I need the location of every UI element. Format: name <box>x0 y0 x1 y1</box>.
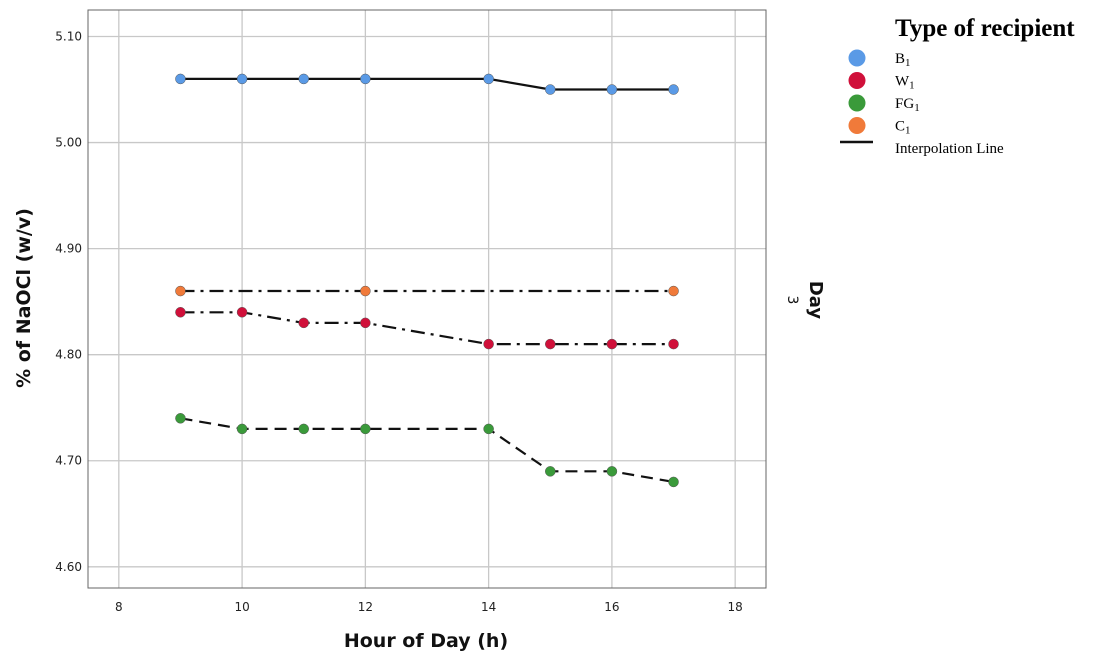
x-tick-label: 14 <box>481 600 496 614</box>
legend-marker-c <box>848 117 866 134</box>
x-tick-label: 10 <box>234 600 249 614</box>
data-point-w <box>236 307 248 318</box>
data-point-w <box>606 338 618 350</box>
legend-marker-b <box>848 49 866 67</box>
data-point-b <box>360 73 371 85</box>
data-point-fg <box>545 466 556 477</box>
interpolation-lines <box>180 77 674 483</box>
legend-marker-w <box>848 72 866 89</box>
data-point-fg <box>668 476 679 488</box>
y-tick-label: 4.90 <box>55 242 82 256</box>
interpolation-line-b <box>180 77 674 91</box>
data-point-w <box>175 307 186 318</box>
data-point-c <box>360 285 371 297</box>
data-point-fg <box>483 423 494 435</box>
data-point-b <box>175 73 186 85</box>
facet-strip: Day 3 <box>784 281 826 320</box>
axis-ticks: 8 10 12 14 16 18 4.60 4.70 4.80 4.90 5.00 5.10 <box>55 30 743 614</box>
y-tick-label: 4.60 <box>55 560 82 574</box>
data-point-c <box>668 285 679 297</box>
legend-label-b: B1 <box>895 51 911 69</box>
data-point-w <box>360 317 371 329</box>
data-point-fg <box>175 413 186 424</box>
legend: Type of recipient B1 W1 FG1 C1 Interpolation… <box>840 15 1075 157</box>
y-tick-label: 5.00 <box>55 136 82 150</box>
legend-label-c: C1 <box>895 119 911 137</box>
facet-value: 3 <box>784 296 800 305</box>
data-point-fg <box>298 423 309 435</box>
data-point-fg <box>606 466 618 477</box>
data-point-b <box>545 84 556 95</box>
interpolation-line-w <box>180 311 674 346</box>
y-tick-label: 4.80 <box>55 348 82 362</box>
interpolation-line-fg <box>180 417 674 483</box>
data-point-b <box>483 73 494 85</box>
x-tick-label: 8 <box>115 600 123 614</box>
x-tick-label: 18 <box>728 600 743 614</box>
facet-label: Day <box>805 281 826 320</box>
legend-label-fg: FG1 <box>895 96 920 114</box>
data-point-w <box>668 338 679 350</box>
legend-interpolation-label: Interpolation Line <box>895 141 1004 157</box>
data-points <box>175 73 679 488</box>
y-tick-label: 5.10 <box>55 30 82 44</box>
data-point-w <box>545 338 556 350</box>
data-point-b <box>236 73 248 85</box>
data-point-w <box>298 317 309 329</box>
plot-area-frame <box>87 9 767 589</box>
data-point-w <box>483 338 494 350</box>
grid-lines <box>88 10 766 588</box>
data-point-fg <box>360 423 371 435</box>
data-point-fg <box>236 423 248 435</box>
x-axis-title: Hour of Day (h) <box>344 630 508 652</box>
y-axis-title: % of NaOCl (w/v) <box>13 208 35 388</box>
legend-marker-fg <box>848 94 866 112</box>
x-tick-label: 12 <box>358 600 373 614</box>
data-point-b <box>298 73 309 85</box>
y-tick-label: 4.70 <box>55 454 82 468</box>
x-tick-label: 16 <box>604 600 619 614</box>
legend-label-w: W1 <box>895 74 915 92</box>
legend-title: Type of recipient <box>895 15 1075 42</box>
data-point-b <box>606 84 618 95</box>
data-point-c <box>175 285 186 297</box>
data-point-b <box>668 84 679 95</box>
